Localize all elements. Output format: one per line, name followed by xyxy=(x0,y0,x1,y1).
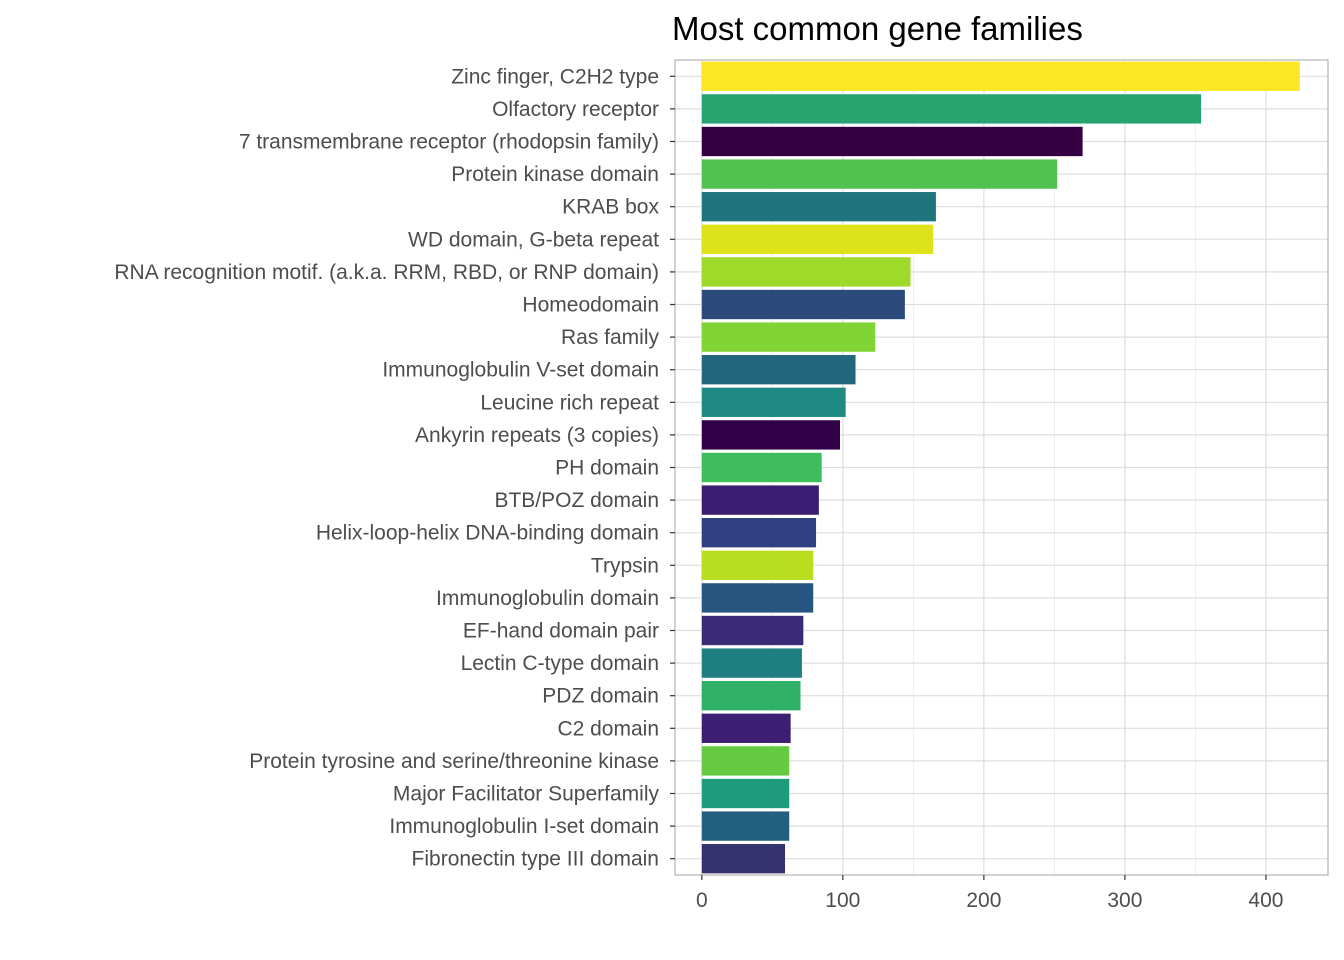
y-tick-label: KRAB box xyxy=(562,196,659,219)
bars xyxy=(701,61,1300,874)
y-tick-label: BTB/POZ domain xyxy=(494,489,659,512)
bar xyxy=(701,322,876,352)
bar xyxy=(701,289,905,320)
y-tick-label: EF-hand domain pair xyxy=(463,620,659,643)
chart-title: Most common gene families xyxy=(672,10,1083,47)
bar xyxy=(701,518,817,548)
bar xyxy=(701,420,841,450)
x-tick-label: 0 xyxy=(696,889,708,912)
y-tick-label: WD domain, G-beta repeat xyxy=(408,228,659,251)
y-tick-label: Trypsin xyxy=(591,554,659,577)
y-tick-label: PH domain xyxy=(555,457,659,480)
bar xyxy=(701,126,1083,157)
bar xyxy=(701,192,936,222)
bar xyxy=(701,746,790,776)
bar xyxy=(701,844,786,874)
bar xyxy=(701,61,1300,91)
bar xyxy=(701,355,856,385)
y-tick-label: PDZ domain xyxy=(542,685,659,708)
y-tick-label: RNA recognition motif. (a.k.a. RRM, RBD,… xyxy=(114,261,659,284)
bar xyxy=(701,811,790,841)
y-tick-label: Protein tyrosine and serine/threonine ki… xyxy=(249,750,659,773)
bar xyxy=(701,778,790,809)
y-tick-label: Helix-loop-helix DNA-binding domain xyxy=(316,522,659,545)
bar xyxy=(701,452,822,483)
y-tick-label: Immunoglobulin V-set domain xyxy=(382,359,659,382)
bar xyxy=(701,713,791,743)
bar xyxy=(701,94,1202,124)
y-tick-label: Protein kinase domain xyxy=(451,163,659,186)
bar xyxy=(701,615,804,646)
y-tick-label: Lectin C-type domain xyxy=(461,652,659,675)
x-tick-label: 100 xyxy=(825,889,860,912)
bar xyxy=(701,257,911,287)
y-tick-label: Zinc finger, C2H2 type xyxy=(451,65,659,88)
bar xyxy=(701,550,814,580)
bar xyxy=(701,387,846,417)
y-tick-label: Immunoglobulin domain xyxy=(436,587,659,610)
y-tick-label: Ankyrin repeats (3 copies) xyxy=(415,424,659,447)
y-tick-label: Homeodomain xyxy=(522,294,659,317)
y-tick-label: Ras family xyxy=(561,326,660,349)
bar xyxy=(701,648,802,678)
bar xyxy=(701,681,801,711)
x-tick-label: 200 xyxy=(966,889,1001,912)
y-tick-label: Immunoglobulin I-set domain xyxy=(389,815,659,838)
x-axis-ticks: 0 100 200 300 400 xyxy=(696,875,1283,912)
y-tick-label: 7 transmembrane receptor (rhodopsin fami… xyxy=(239,131,659,154)
bar xyxy=(701,485,819,515)
y-tick-label: C2 domain xyxy=(557,717,659,740)
x-tick-label: 400 xyxy=(1248,889,1283,912)
y-tick-label: Olfactory receptor xyxy=(492,98,659,121)
x-tick-label: 300 xyxy=(1107,889,1142,912)
bar xyxy=(701,583,814,613)
bar xyxy=(701,224,934,254)
y-tick-label: Fibronectin type III domain xyxy=(412,848,659,871)
y-tick-label: Major Facilitator Superfamily xyxy=(393,783,660,806)
bar xyxy=(701,159,1058,189)
y-tick-label: Leucine rich repeat xyxy=(480,391,659,414)
y-axis-ticks: Zinc finger, C2H2 type Olfactory receptor… xyxy=(114,65,675,871)
